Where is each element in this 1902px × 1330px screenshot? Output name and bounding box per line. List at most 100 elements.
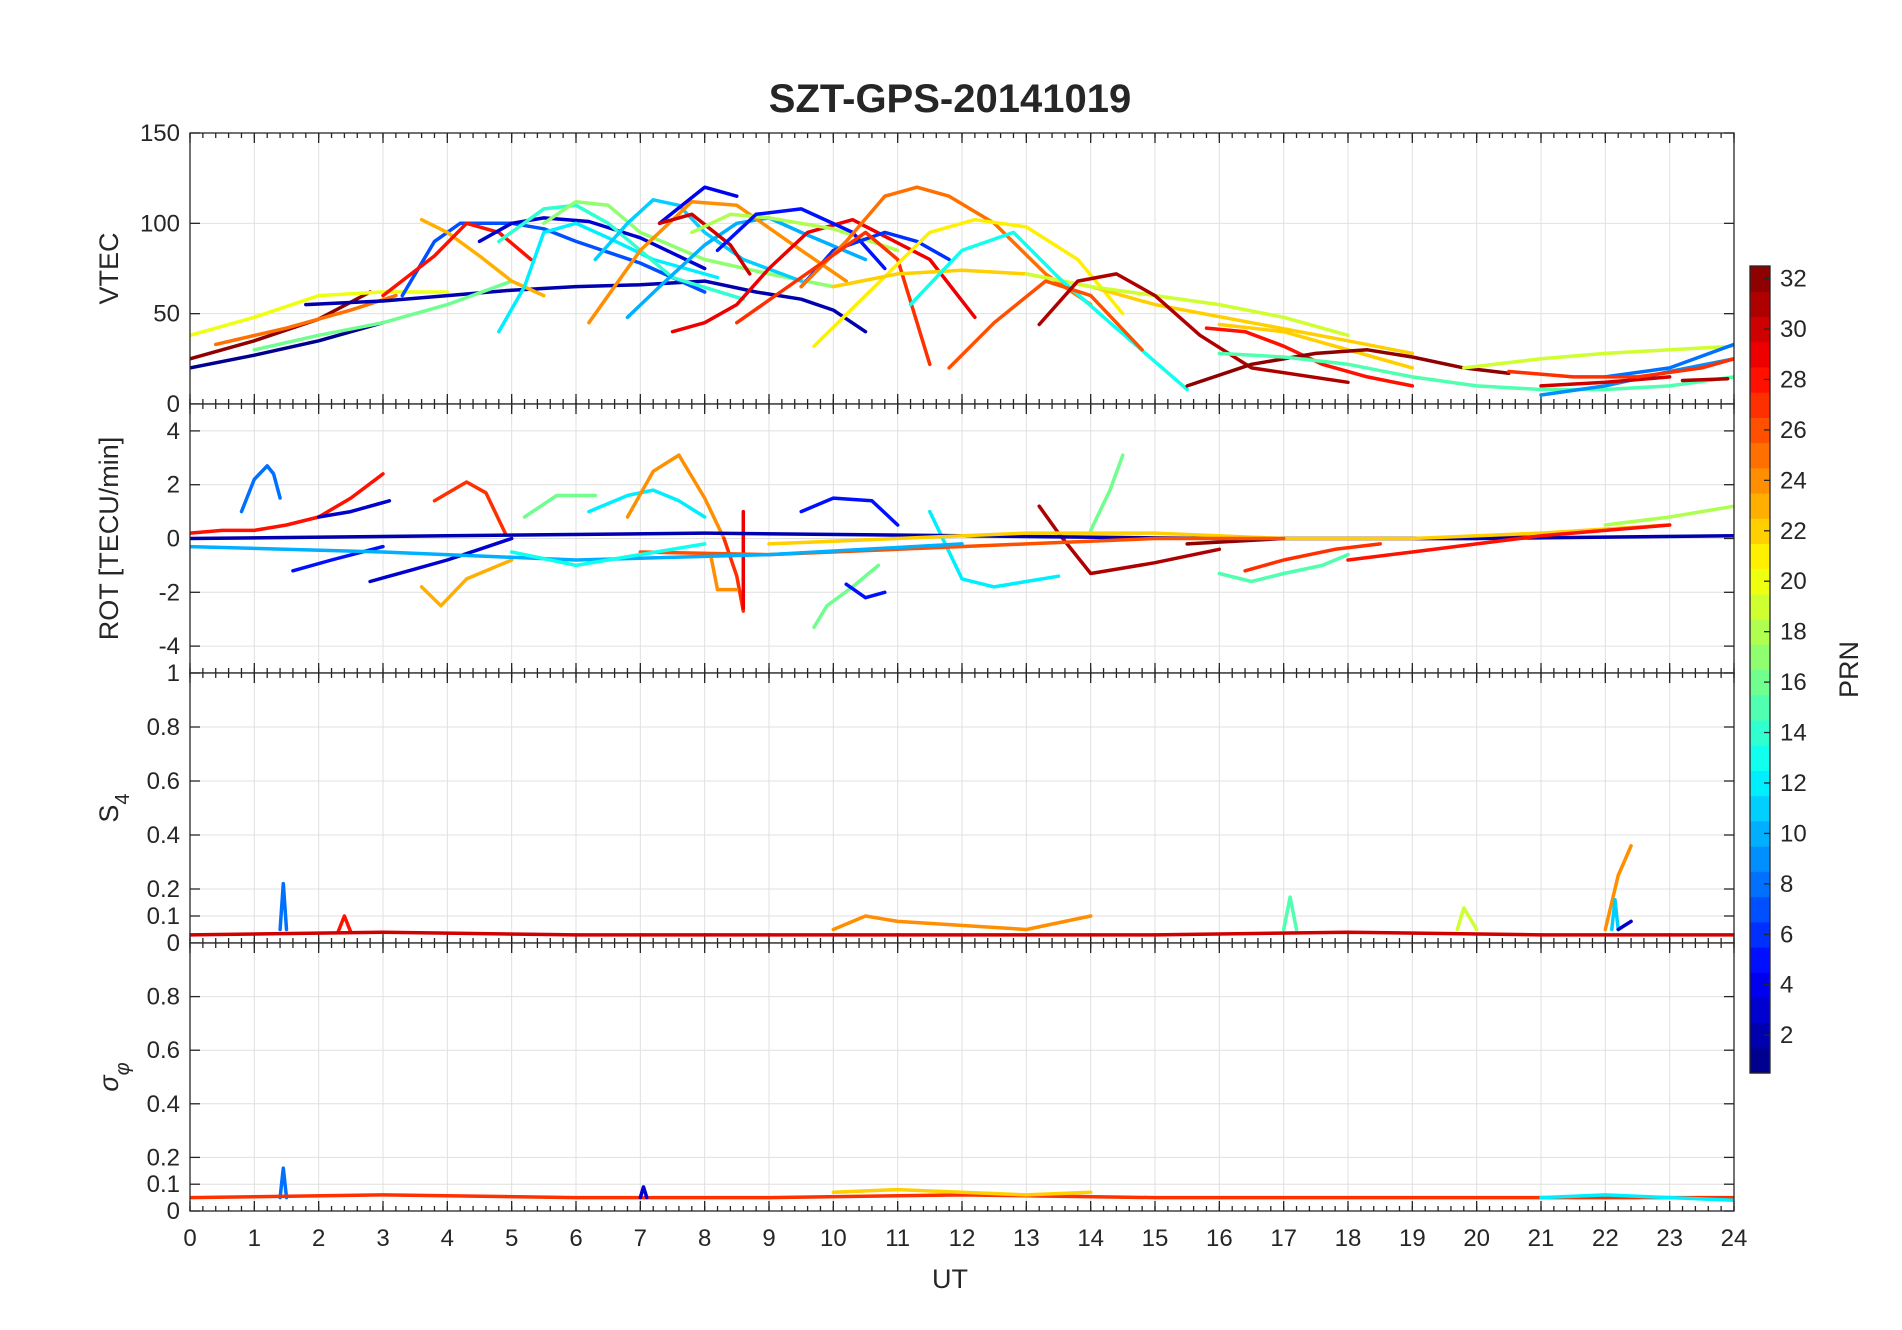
x-tick-label: 3 (376, 1225, 389, 1252)
s4-y-tick-label: 1 (167, 660, 180, 687)
colorbar-swatch-19 (1750, 593, 1770, 620)
colorbar-label: PRN (1834, 641, 1864, 698)
sigma_phi-y-tick-label: 0 (167, 1198, 180, 1225)
vtec-series-prn-1 (190, 320, 385, 370)
vtec-series-prn-17 (542, 199, 836, 289)
x-tick-label: 24 (1721, 1225, 1748, 1252)
x-tick-label: 6 (569, 1225, 582, 1252)
x-axis-label: UT (932, 1264, 968, 1294)
vtec-series-prn-29 (670, 217, 977, 334)
vtec-series-prn-7 (400, 221, 707, 298)
sigma_phi-series-group (190, 1166, 1734, 1203)
rot-series-prn-31 (1037, 504, 1222, 576)
x-tick-label: 14 (1077, 1225, 1104, 1252)
colorbar-tick-label: 32 (1780, 266, 1807, 293)
colorbar-tick-label: 14 (1780, 720, 1807, 747)
rot-series-prn-12 (587, 488, 707, 519)
rot-series-prn-10 (190, 542, 964, 562)
colorbar-frame (1749, 265, 1771, 1074)
s4-series-prn-24 (831, 914, 1093, 932)
x-tick-label: 5 (505, 1225, 518, 1252)
colorbar-swatch-28 (1750, 366, 1770, 393)
sigma_phi-y-tick-label: 0.6 (147, 1037, 180, 1064)
colorbar-tick-label: 4 (1780, 972, 1793, 999)
vtec-series-prn-27 (735, 230, 932, 367)
x-tick-label: 13 (1013, 1225, 1040, 1252)
vtec-series-prn-24 (587, 199, 848, 325)
colorbar-tick-label: 30 (1780, 316, 1807, 343)
rot-series-prn-3 (316, 499, 392, 519)
s4-series-prn-11 (1610, 898, 1620, 932)
rot-series-prn-22 (767, 523, 1672, 546)
rot-series-prn-28 (190, 472, 385, 535)
rot-y-tick-label: -4 (159, 633, 180, 660)
colorbar-swatch-13 (1750, 745, 1770, 771)
vtec-series-prn-11 (593, 198, 803, 283)
colorbar-swatch-1 (1750, 1047, 1770, 1074)
vtec-series-prn-19 (1462, 344, 1734, 370)
x-tick-label: 19 (1399, 1225, 1426, 1252)
colorbar-tick-label: 6 (1780, 921, 1793, 948)
rot-series-prn-3 (368, 536, 514, 584)
colorbar-tick-label: 2 (1780, 1022, 1793, 1049)
x-tick-label: 21 (1528, 1225, 1555, 1252)
s4-series-prn-30 (190, 930, 1734, 937)
rot-series-prn-5 (844, 582, 887, 600)
rot-series-prn-5 (799, 496, 900, 527)
colorbar-swatch-29 (1750, 341, 1770, 368)
colorbar-swatch-30 (1750, 316, 1770, 343)
sigma_phi-series-prn-22 (831, 1187, 1093, 1197)
sigma_phi-y-axis-label: σφ (94, 1062, 134, 1091)
colorbar-tick-label: 12 (1780, 770, 1807, 797)
vtec-y-tick-label: 150 (140, 120, 180, 147)
colorbar-swatch-24 (1750, 467, 1770, 494)
x-tick-label: 22 (1592, 1225, 1619, 1252)
vtec-series-prn-32 (190, 290, 372, 361)
sigma_phi-y-tick-label: 0.4 (147, 1091, 180, 1118)
x-tick-label: 9 (762, 1225, 775, 1252)
rot-series-prn-24 (625, 453, 726, 541)
colorbar-swatch-10 (1750, 820, 1770, 847)
x-tick-label: 1 (248, 1225, 261, 1252)
vtec-series-prn-10 (625, 216, 868, 320)
rot-series-prn-23 (419, 558, 514, 608)
vtec-series-prn-8 (1603, 342, 1734, 379)
x-tick-label: 7 (634, 1225, 647, 1252)
rot-series-prn-27 (1243, 542, 1382, 573)
vtec-series-prn-15 (1217, 351, 1734, 392)
colorbar-tick-label: 26 (1780, 417, 1807, 444)
vtec-y-axis-label: VTEC (94, 232, 124, 304)
x-tick-label: 15 (1142, 1225, 1169, 1252)
colorbar-swatch-26 (1750, 417, 1770, 444)
x-tick-label: 2 (312, 1225, 325, 1252)
x-tick-label: 16 (1206, 1225, 1233, 1252)
rot-series-prn-15 (1217, 552, 1350, 584)
colorbar-swatch-32 (1750, 266, 1770, 292)
rot-series-group (190, 453, 1734, 630)
colorbar-swatch-15 (1750, 694, 1770, 721)
colorbar-swatch-7 (1750, 896, 1770, 923)
s4-series-prn-28 (336, 914, 353, 934)
colorbar-swatch-3 (1750, 997, 1770, 1024)
rot-series-prn-12 (928, 509, 1061, 589)
rot-series-prn-16 (522, 493, 598, 519)
chart-title: SZT-GPS-20141019 (769, 77, 1131, 121)
x-tick-label: 20 (1463, 1225, 1490, 1252)
s4-y-axis-label: S4 (94, 793, 134, 822)
panel-rot: -4 -2 0 2 4 ROT [TECU/min] (94, 403, 1735, 674)
rot-series-prn-16 (812, 563, 881, 630)
sigma_phi-y-tick-label: 0.1 (147, 1171, 180, 1198)
rot-y-tick-label: -2 (159, 579, 180, 606)
colorbar-swatch-9 (1750, 846, 1770, 872)
s4-y-tick-label: 0.8 (147, 714, 180, 741)
vtec-y-tick-label: 100 (140, 210, 180, 237)
colorbar-tick-label: 10 (1780, 820, 1807, 847)
rot-y-axis-label: ROT [TECU/min] (94, 437, 124, 641)
vtec-y-tick-label: 50 (153, 301, 180, 328)
vtec-series-prn-19 (1024, 272, 1350, 338)
s4-series-prn-19 (1455, 906, 1479, 932)
sigma_phi-series-prn-3 (638, 1185, 649, 1200)
s4-y-tick-label: 0 (167, 930, 180, 957)
vtec-series-prn-22 (1217, 322, 1415, 370)
